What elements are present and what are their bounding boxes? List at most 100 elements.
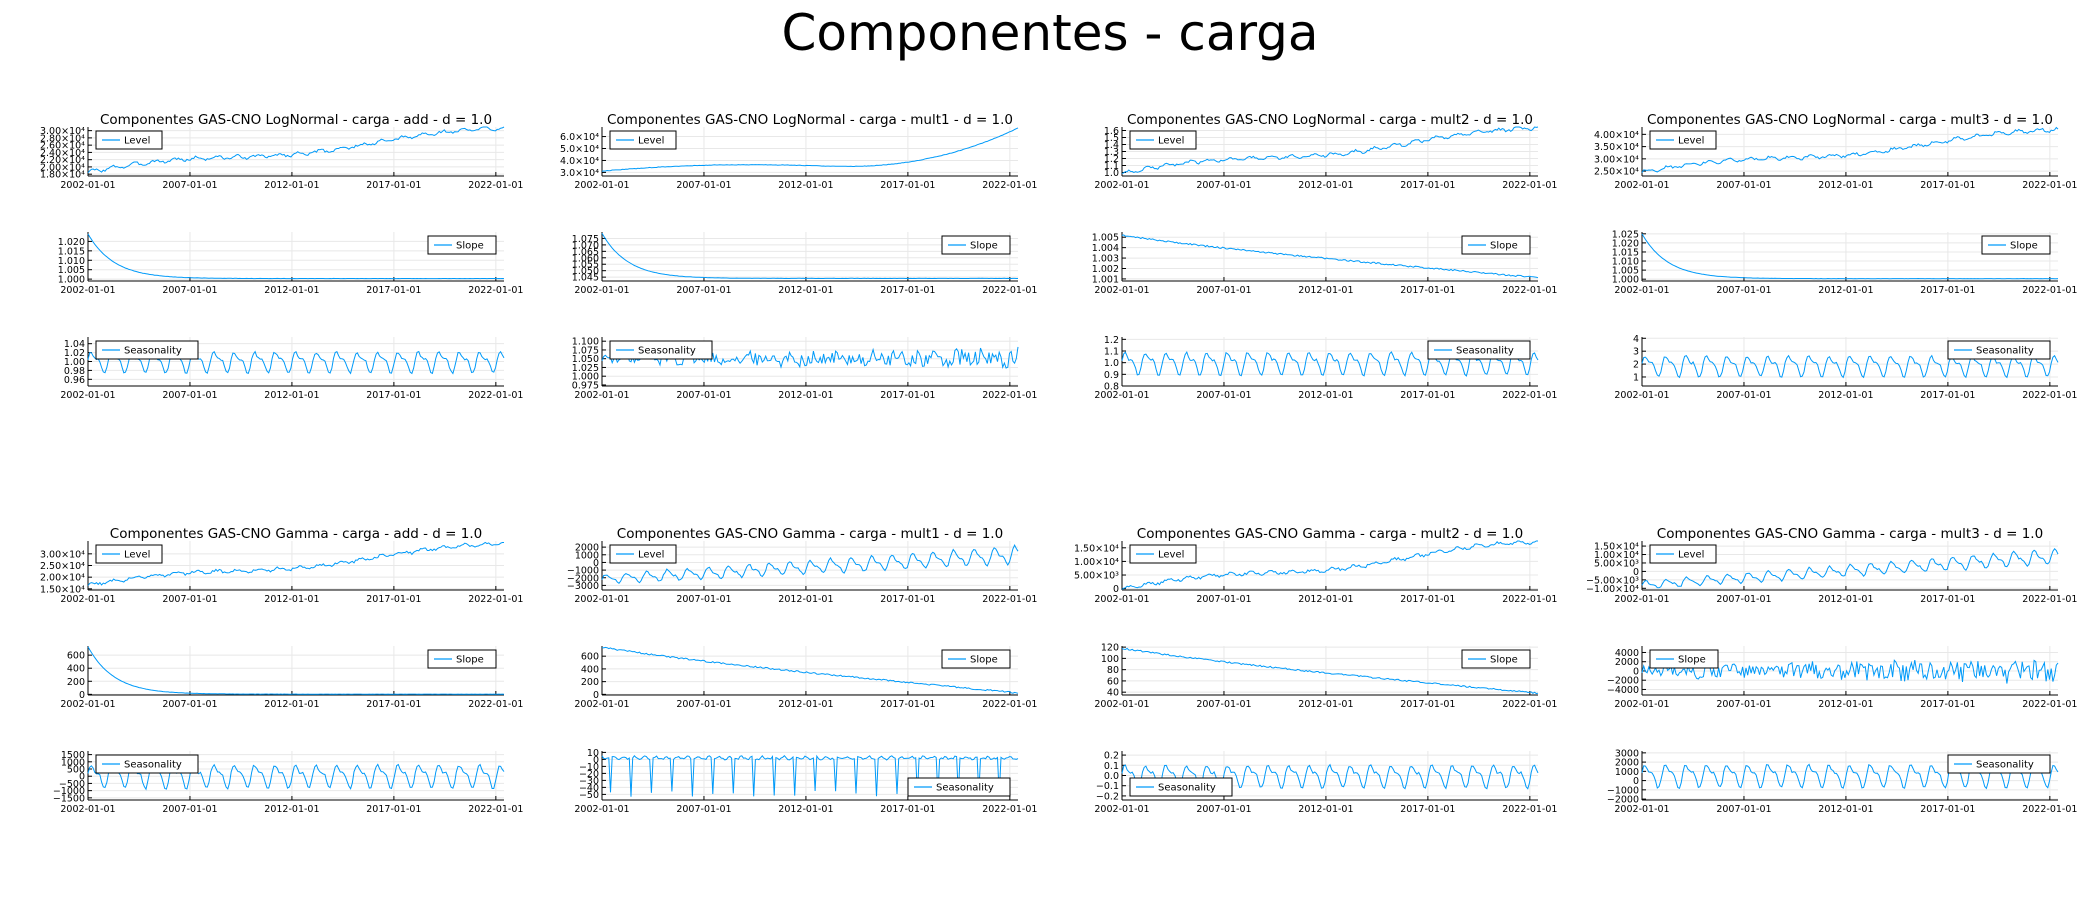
y-tick-label: 1.050 — [572, 266, 599, 277]
y-tick-label: 1.100 — [572, 337, 599, 348]
x-tick-label: 2017-01-01 — [366, 285, 421, 296]
y-tick-label: 0.975 — [572, 380, 599, 391]
x-tick-label: 2002-01-01 — [60, 804, 115, 815]
y-tick-label: 1.2 — [1104, 335, 1119, 346]
x-tick-label: 2012-01-01 — [264, 390, 319, 401]
y-tick-label: 1.002 — [1092, 264, 1119, 275]
x-tick-label: 2002-01-01 — [574, 390, 629, 401]
y-tick-label: 1.045 — [572, 273, 599, 284]
y-tick-label: 0.8 — [1104, 382, 1119, 393]
legend-label: Level — [124, 136, 150, 147]
panel-level: 1.80×10⁴2.00×10⁴2.20×10⁴2.40×10⁴2.60×10⁴… — [40, 126, 523, 191]
legend: Seasonality — [95, 340, 199, 360]
y-tick-label: 2 — [1633, 360, 1639, 371]
y-tick-label: 5.0×10⁴ — [560, 144, 599, 155]
x-tick-label: 2002-01-01 — [1614, 285, 1669, 296]
x-tick-label: 2002-01-01 — [1094, 285, 1149, 296]
y-tick-label: 1.055 — [572, 260, 599, 271]
legend-box — [1649, 130, 1717, 150]
subplot-group: Componentes GAS-CNO LogNormal - carga - … — [40, 112, 523, 401]
x-tick-label: 2012-01-01 — [1298, 390, 1353, 401]
y-tick-label: 0.98 — [64, 366, 85, 377]
y-tick-label: 1500 — [61, 750, 85, 761]
x-tick-label: 2017-01-01 — [1400, 594, 1455, 605]
x-tick-label: 2012-01-01 — [778, 390, 833, 401]
x-tick-label: 2007-01-01 — [1196, 594, 1251, 605]
legend-label: Level — [124, 550, 150, 561]
y-tick-label: 0 — [1113, 584, 1119, 595]
legend: Slope — [941, 235, 1011, 255]
legend: Slope — [1461, 649, 1531, 669]
y-tick-label: 4.0×10⁴ — [560, 156, 599, 167]
legend-box — [95, 754, 199, 774]
series-line-slope — [601, 646, 1019, 694]
y-tick-label: 3.0×10⁴ — [560, 168, 599, 179]
x-tick-label: 2017-01-01 — [880, 285, 935, 296]
y-tick-label: 3000 — [1615, 748, 1639, 759]
y-tick-label: −2000 — [1607, 795, 1639, 806]
legend-label: Seasonality — [124, 760, 182, 771]
legend-label: Slope — [456, 241, 484, 252]
x-tick-label: 2012-01-01 — [264, 699, 319, 710]
x-tick-label: 2022-01-01 — [2022, 285, 2077, 296]
y-tick-label: 3.50×10⁴ — [1594, 142, 1639, 153]
legend-box — [1129, 544, 1197, 564]
x-tick-label: 2002-01-01 — [1614, 699, 1669, 710]
y-tick-label: 1.00 — [64, 357, 85, 368]
y-tick-label: 3 — [1633, 347, 1639, 358]
x-tick-label: 2002-01-01 — [1614, 594, 1669, 605]
y-tick-label: 1.1 — [1104, 347, 1119, 358]
y-tick-label: 1.4 — [1104, 140, 1119, 151]
y-tick-label: 600 — [67, 651, 85, 662]
y-tick-label: 1.2 — [1104, 154, 1119, 165]
legend-box — [95, 544, 163, 564]
legend-label: Level — [1678, 136, 1704, 147]
legend-label: Slope — [1490, 655, 1518, 666]
subplot-title: Componentes GAS-CNO LogNormal - carga - … — [100, 112, 492, 128]
x-tick-label: 2017-01-01 — [1400, 699, 1455, 710]
y-tick-label: 200 — [581, 677, 599, 688]
y-tick-label: 400 — [67, 664, 85, 675]
legend: Seasonality — [1947, 340, 2051, 360]
x-tick-label: 2022-01-01 — [2022, 699, 2077, 710]
legend: Level — [95, 544, 163, 564]
y-tick-label: −5.00×10³ — [1586, 575, 1639, 586]
legend-box — [1981, 235, 2051, 255]
legend: Seasonality — [907, 777, 1011, 797]
series-line-level — [87, 126, 505, 174]
y-tick-label: 100 — [1101, 654, 1119, 665]
y-tick-label: −50 — [579, 790, 599, 801]
x-tick-label: 2012-01-01 — [1298, 804, 1353, 815]
series-line-level — [1121, 126, 1539, 175]
y-tick-label: 1.00×10⁴ — [1594, 550, 1639, 561]
panel-seasonality: 0.960.981.001.021.04 2002-01-01 2007-01-01… — [60, 337, 523, 401]
x-tick-label: 2012-01-01 — [778, 180, 833, 191]
legend-box — [1649, 649, 1719, 669]
legend-box — [609, 544, 677, 564]
y-tick-label: 2000 — [575, 543, 599, 554]
y-tick-label: 0 — [79, 690, 85, 701]
x-tick-label: 2017-01-01 — [366, 594, 421, 605]
legend-box — [1461, 649, 1531, 669]
subplot-group: Componentes GAS-CNO Gamma - carga - mult… — [1586, 526, 2077, 815]
subplot-title: Componentes GAS-CNO Gamma - carga - mult… — [617, 526, 1003, 542]
series-line-slope — [601, 233, 1018, 280]
panel-level: 0 5.00×10³ 1.00×10⁴ 1.50×10⁴ 2002-01-01 2007-… — [1074, 540, 1557, 605]
y-tick-label: 60 — [1107, 676, 1119, 687]
legend: Level — [1129, 130, 1197, 150]
x-tick-label: 2002-01-01 — [574, 804, 629, 815]
series-line-level — [1641, 126, 2059, 173]
y-tick-label: 1000 — [575, 550, 599, 561]
x-tick-label: 2022-01-01 — [468, 804, 523, 815]
series-line-seasonality — [1641, 354, 2059, 379]
x-tick-label: 2022-01-01 — [468, 285, 523, 296]
y-tick-label: 1.050 — [572, 354, 599, 365]
y-tick-label: 0 — [593, 558, 599, 569]
x-tick-label: 2017-01-01 — [880, 804, 935, 815]
y-tick-label: −30 — [579, 776, 599, 787]
x-tick-label: 2007-01-01 — [676, 285, 731, 296]
y-tick-label: 1 — [1633, 372, 1639, 383]
x-tick-label: 2012-01-01 — [778, 699, 833, 710]
